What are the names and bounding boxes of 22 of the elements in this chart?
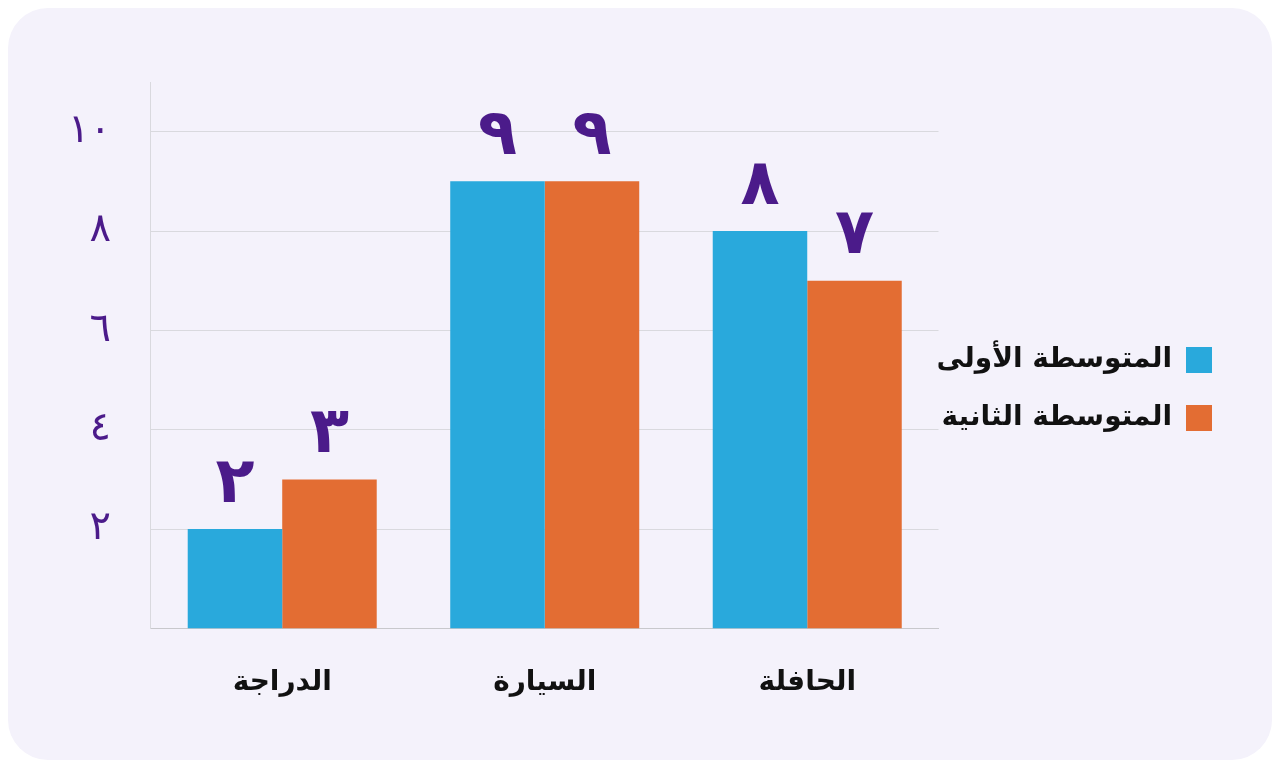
x-tick-label: الحافلة bbox=[758, 664, 857, 698]
data-label: ٢ bbox=[215, 442, 255, 517]
x-tick-label: الدراجة bbox=[232, 664, 332, 698]
y-tick-label: ١٠ bbox=[68, 105, 111, 152]
y-tick-label: ٨ bbox=[89, 204, 111, 251]
data-label: ٣ bbox=[309, 393, 350, 468]
y-tick-label: ٦ bbox=[89, 303, 111, 350]
data-label: ٨ bbox=[740, 144, 780, 219]
legend-label: المتوسطة الثانية bbox=[941, 399, 1172, 433]
data-label: ٩ bbox=[572, 94, 612, 169]
bar bbox=[807, 280, 902, 629]
data-label: ٩ bbox=[477, 94, 518, 169]
bar bbox=[544, 181, 640, 629]
data-label: ٧ bbox=[834, 194, 875, 269]
bar bbox=[712, 231, 808, 629]
y-tick-label: ٢ bbox=[89, 502, 111, 549]
bar bbox=[282, 479, 377, 629]
bar bbox=[450, 181, 545, 629]
y-tick-label: ٤ bbox=[89, 403, 111, 450]
bar bbox=[187, 529, 283, 629]
x-tick-label: السيارة bbox=[493, 664, 597, 698]
legend-label: المتوسطة الأولى bbox=[935, 340, 1172, 375]
